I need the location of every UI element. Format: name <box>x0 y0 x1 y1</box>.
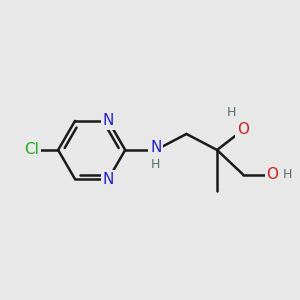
Text: O: O <box>266 167 278 182</box>
Text: N: N <box>103 113 114 128</box>
Text: N: N <box>103 172 114 187</box>
Text: N: N <box>150 140 161 155</box>
Text: Cl: Cl <box>24 142 39 158</box>
Text: N: N <box>150 142 161 158</box>
Text: H: H <box>151 158 160 171</box>
Text: O: O <box>237 122 249 137</box>
Text: O: O <box>266 167 278 182</box>
Text: H: H <box>283 168 292 181</box>
Text: H: H <box>227 106 236 119</box>
Text: Cl: Cl <box>24 142 39 158</box>
Text: O: O <box>237 122 249 137</box>
